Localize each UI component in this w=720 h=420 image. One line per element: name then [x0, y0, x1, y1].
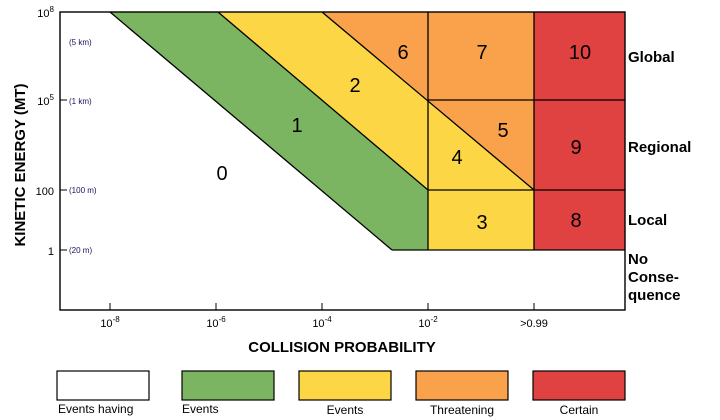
region-label-3: 3	[476, 212, 487, 234]
x-axis-title: COLLISION PROBABILITY	[248, 339, 436, 356]
impact-none-label: No Conse- quence	[628, 251, 683, 304]
region-label-0: 0	[216, 163, 227, 185]
region-boundaries	[109, 11, 625, 251]
x-tick-label: 10-4	[312, 315, 332, 330]
y-tick-label: 1	[48, 246, 54, 258]
legend-swatch-red	[532, 370, 626, 401]
x-tick-label: 10-8	[100, 315, 120, 330]
region-label-9: 9	[570, 137, 581, 159]
y-tick-labels: 108 105 100 1	[36, 5, 55, 258]
impact-local-label: Local	[628, 212, 667, 229]
axis-ticks	[60, 11, 535, 310]
region-label-2: 2	[349, 75, 360, 97]
legend-swatch-orange	[415, 370, 509, 401]
zone-orange	[322, 12, 534, 190]
y-size-labels: (5 km) (1 km) (100 m) (20 m)	[69, 38, 97, 255]
size-label: (1 km)	[69, 97, 92, 106]
x-tick-label: 10-2	[418, 315, 438, 330]
impact-global-label: Global	[628, 49, 675, 66]
region-label-5: 5	[497, 120, 508, 142]
region-label-1: 1	[291, 115, 302, 137]
plot-frame	[59, 11, 626, 311]
legend-label: Threatening	[430, 403, 494, 417]
region-label-4: 4	[451, 147, 462, 169]
size-label: (100 m)	[69, 186, 97, 195]
y-tick-label: 105	[37, 93, 54, 108]
legend-label: Events having	[58, 402, 133, 416]
legend-label: Certain	[560, 403, 599, 417]
legend-label: Events	[327, 403, 364, 417]
legend-swatch-green	[181, 370, 275, 401]
region-label-6: 6	[397, 42, 408, 64]
region-label-7: 7	[476, 42, 487, 64]
y-tick-label: 108	[37, 5, 54, 20]
legend-label: Events	[182, 402, 219, 416]
x-tick-labels: 10-8 10-6 10-4 10-2 >0.99	[100, 315, 548, 330]
legend-swatch-white	[56, 370, 150, 401]
x-tick-label: >0.99	[520, 318, 548, 330]
legend-swatch-yellow	[298, 370, 392, 401]
size-label: (5 km)	[69, 38, 92, 47]
x-tick-label: 10-6	[206, 315, 226, 330]
legend: Events having Events Events Threatening …	[56, 370, 626, 417]
region-label-10: 10	[569, 42, 591, 64]
y-tick-label: 100	[36, 186, 54, 198]
impact-regional-label: Regional	[628, 139, 691, 156]
size-label: (20 m)	[69, 246, 92, 255]
region-label-8: 8	[570, 210, 581, 232]
y-axis-title: KINETIC ENERGY (MT)	[12, 83, 29, 246]
zone-green	[110, 12, 428, 250]
region-numbers: 0 1 2 3 4 5 6 7 8 9 10	[216, 42, 591, 234]
